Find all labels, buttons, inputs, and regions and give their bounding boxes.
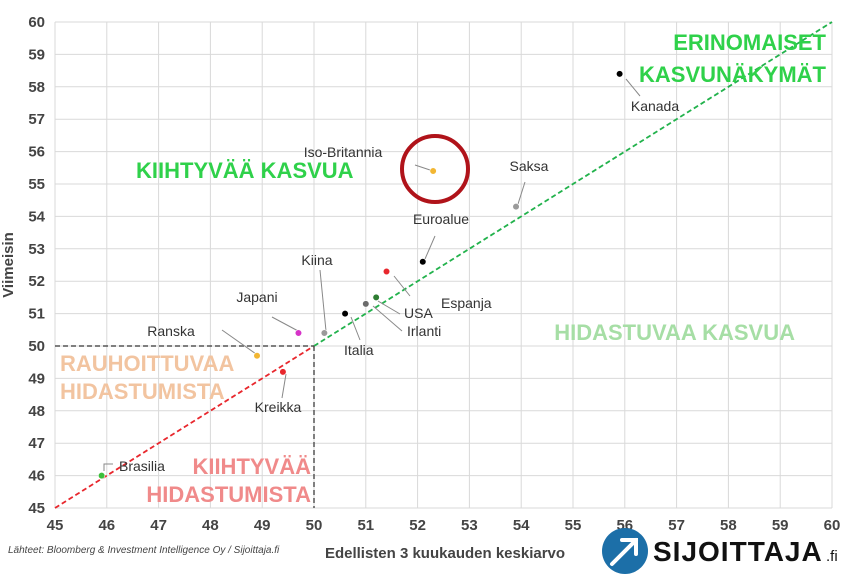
point-label-kreikka: Kreikka: [255, 399, 302, 415]
point-usa: [372, 293, 380, 302]
reference-lines: [54, 21, 833, 509]
y-axis-ticks: 45 46 47 48 49 50 51 52 53 54 55 56 57 58 59 60: [28, 14, 45, 517]
leader-saksa: [517, 181, 526, 205]
zone-label-excellent: KASVUNÄKYMÄT: [639, 62, 827, 87]
leader-brasilia: [103, 463, 113, 471]
y-tick-label: 48: [28, 403, 45, 420]
leader-japani: [271, 316, 301, 333]
zone-labels: ERINOMAISET KASVUNÄKYMÄT KIIHTYVÄÄ KASVUA H…: [60, 30, 827, 507]
diagonal-green: [313, 21, 833, 347]
point-label-saksa: Saksa: [510, 158, 549, 174]
brand-logo: SIJOITTAJA .fi: [602, 528, 838, 574]
leader-usa: [377, 300, 401, 315]
brand-name: SIJOITTAJA: [653, 536, 823, 567]
x-tick-label: 46: [98, 517, 115, 534]
data-points: [98, 70, 624, 480]
x-tick-label: 54: [513, 517, 530, 534]
point-ranska: [253, 352, 261, 360]
point-irlanti: [362, 300, 370, 308]
point-label-japani: Japani: [236, 289, 277, 305]
y-tick-label: 59: [28, 46, 45, 63]
point-label-iso-britannia: Iso-Britannia: [304, 144, 383, 160]
zone-label-slowing: HIDASTUVAA KASVUA: [554, 320, 795, 345]
x-tick-label: 55: [565, 517, 582, 534]
point-label-usa: USA: [404, 305, 433, 321]
y-tick-label: 45: [28, 500, 45, 517]
x-tick-label: 60: [824, 517, 841, 534]
x-tick-label: 47: [150, 517, 167, 534]
label-leaders: [103, 78, 641, 471]
point-kanada: [616, 70, 624, 78]
leader-italia: [350, 316, 361, 341]
point-saksa: [512, 203, 520, 211]
x-tick-label: 52: [409, 517, 426, 534]
highlight-circle: [400, 134, 470, 204]
point-espanja: [382, 267, 391, 276]
x-tick-label: 49: [254, 517, 271, 534]
y-tick-label: 58: [28, 79, 45, 96]
point-labels: Kanada Iso-Britannia Saksa Euroalue Espanja U…: [119, 98, 679, 474]
y-tick-label: 55: [28, 176, 45, 193]
point-japani: [294, 329, 303, 337]
point-kiina: [320, 329, 328, 337]
x-tick-label: 58: [720, 517, 737, 534]
x-tick-label: 45: [47, 517, 64, 534]
leader-kiina: [319, 269, 327, 332]
leader-kreikka: [281, 373, 287, 399]
y-tick-label: 49: [28, 370, 45, 387]
y-tick-label: 54: [28, 208, 45, 225]
point-brasilia: [98, 472, 106, 480]
x-axis-label: Edellisten 3 kuukauden keskiarvo: [325, 545, 565, 562]
y-tick-label: 50: [28, 338, 45, 355]
leader-ranska: [221, 329, 257, 355]
y-tick-label: 51: [28, 306, 45, 323]
x-tick-label: 59: [772, 517, 789, 534]
point-label-kiina: Kiina: [301, 252, 332, 268]
diagonal-red: [54, 345, 315, 509]
zone-label-easing: RAUHOITTUVAA: [60, 351, 234, 376]
zone-label-accel-decline: HIDASTUMISTA: [146, 482, 311, 507]
leader-espanja: [393, 275, 411, 297]
x-tick-label: 50: [306, 517, 323, 534]
point-italia: [341, 310, 349, 318]
x-tick-label: 53: [461, 517, 478, 534]
zone-label-accelerating: KIIHTYVÄÄ KASVUA: [136, 158, 354, 183]
point-label-euroalue: Euroalue: [413, 211, 469, 227]
point-iso-britannia: [429, 167, 437, 175]
y-axis-label: Viimeisin: [0, 232, 17, 298]
point-label-ranska: Ranska: [147, 323, 195, 339]
y-tick-label: 47: [28, 435, 45, 452]
point-label-irlanti: Irlanti: [407, 323, 441, 339]
point-label-brasilia: Brasilia: [119, 458, 165, 474]
point-label-espanja: Espanja: [441, 295, 492, 311]
y-tick-label: 53: [28, 241, 45, 258]
y-tick-label: 60: [28, 14, 45, 31]
point-kreikka: [279, 368, 287, 376]
x-tick-label: 51: [357, 517, 374, 534]
zone-label-accel-decline: KIIHTYVÄÄ: [192, 454, 311, 479]
x-tick-label: 48: [202, 517, 219, 534]
y-tick-label: 57: [28, 111, 45, 128]
leader-irlanti: [372, 305, 403, 332]
y-tick-label: 46: [28, 468, 45, 485]
x-axis-ticks: 45 46 47 48 49 50 51 52 53 54 55 56 57 58 59 60: [47, 517, 841, 534]
x-tick-label: 57: [668, 517, 685, 534]
point-euroalue: [419, 258, 427, 266]
y-tick-label: 56: [28, 144, 45, 161]
source-note: Lähteet: Bloomberg & Investment Intellig…: [8, 545, 280, 556]
point-label-italia: Italia: [344, 342, 374, 358]
leader-euroalue: [424, 235, 436, 260]
leader-kanada: [625, 78, 641, 97]
point-label-kanada: Kanada: [631, 98, 679, 114]
brand-suffix: .fi: [826, 548, 838, 565]
grid: [54, 21, 833, 509]
zone-label-excellent: ERINOMAISET: [673, 30, 826, 55]
y-tick-label: 52: [28, 273, 45, 290]
zone-label-easing: HIDASTUMISTA: [60, 379, 225, 404]
